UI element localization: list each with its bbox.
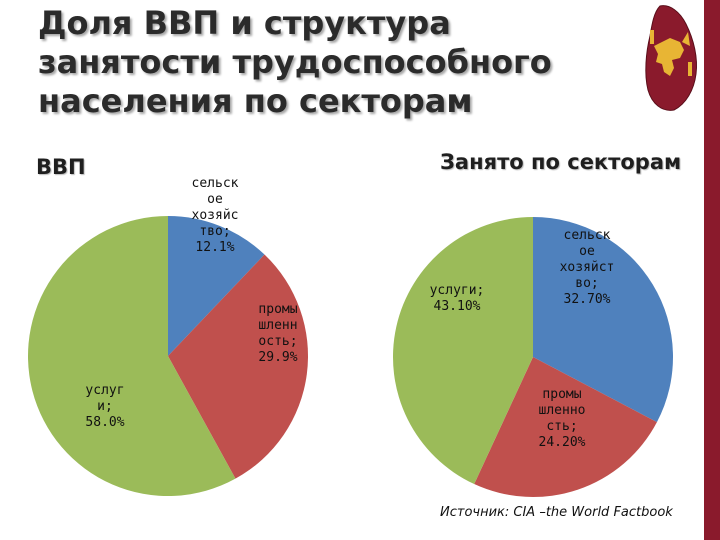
pie-0-slice-0 <box>168 216 265 356</box>
chart-title-employment: Занято по секторам <box>440 150 682 174</box>
pie-1-label-2: услуги; 43.10% <box>430 283 485 314</box>
chart-title-gdp: ВВП <box>36 155 86 179</box>
pie-1-label-1: промы шленно сть; 24.20% <box>539 387 586 450</box>
sri-lanka-map-lion-flag-icon <box>645 5 697 111</box>
pie-1-slice-1 <box>474 357 657 498</box>
accent-bar <box>704 0 720 540</box>
pie-1-label-0: сельск ое хозяйст во; 32.70% <box>560 228 615 307</box>
pie-0-label-1: промы шленн ость; 29.9% <box>258 302 297 365</box>
pie-0-slice-1 <box>168 254 308 479</box>
pie-1-slice-0 <box>533 217 673 423</box>
pie-0-label-0: сельск ое хозяйс тво; 12.1% <box>192 176 239 255</box>
page-title: Доля ВВП и структура занятости трудоспос… <box>38 4 552 120</box>
source-note: Источник: CIA –the World Factbook <box>440 505 673 520</box>
pie-1-slice-2 <box>392 217 533 485</box>
pie-0-slice-2 <box>27 216 236 496</box>
pie-0-label-2: услуг и; 58.0% <box>85 383 124 430</box>
